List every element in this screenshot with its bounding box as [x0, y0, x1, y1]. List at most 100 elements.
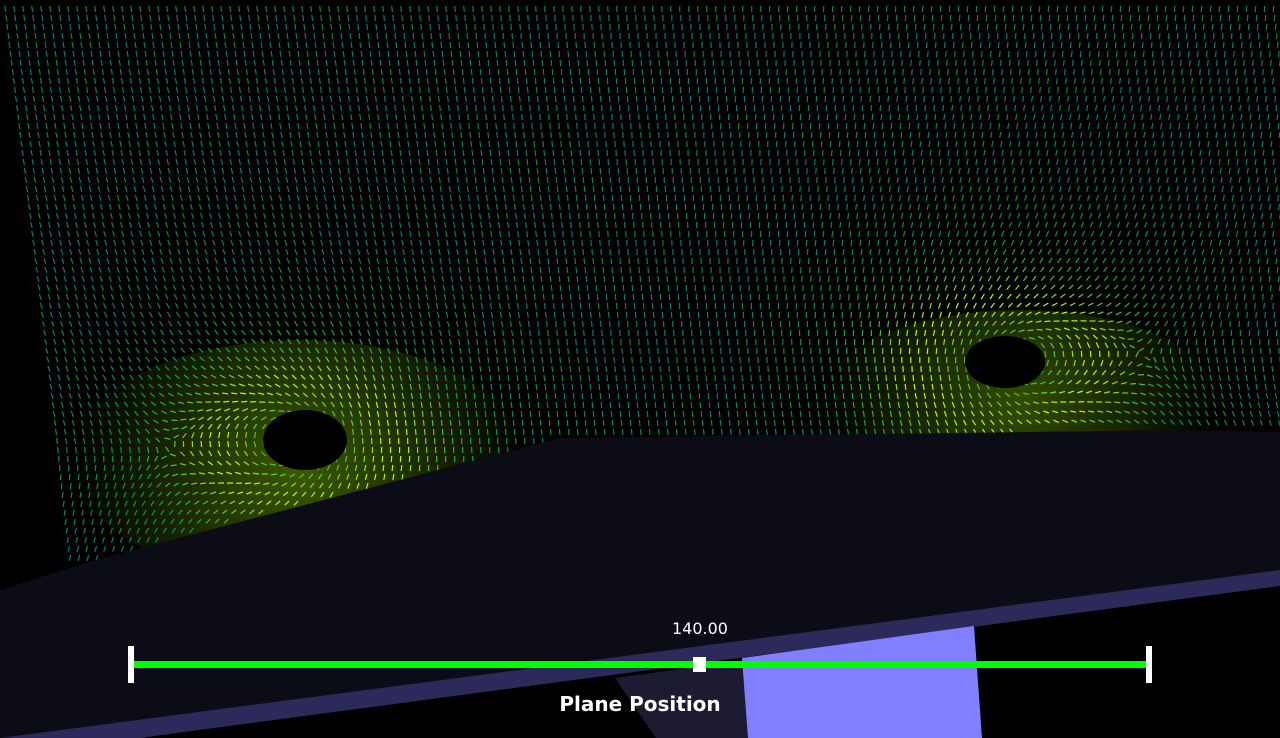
vector-glyph — [520, 185, 523, 193]
vector-glyph — [577, 284, 580, 292]
vector-glyph — [354, 149, 357, 157]
vector-glyph — [553, 311, 556, 319]
vector-glyph — [434, 293, 438, 300]
vector-glyph — [423, 50, 426, 58]
vector-glyph — [1240, 194, 1243, 202]
vector-glyph — [448, 104, 450, 111]
vector-glyph — [231, 248, 235, 255]
vector-glyph — [808, 185, 810, 193]
vector-glyph — [224, 266, 228, 273]
vector-glyph — [473, 239, 476, 247]
vector-glyph — [368, 266, 372, 273]
vector-glyph — [1207, 293, 1210, 300]
vector-glyph — [930, 158, 933, 166]
vector-glyph — [1204, 41, 1207, 49]
vector-glyph — [481, 230, 484, 238]
vector-glyph — [315, 50, 318, 57]
vector-glyph — [1172, 311, 1176, 318]
vector-glyph — [891, 212, 895, 220]
vector-glyph — [232, 32, 235, 39]
vector-glyph — [1013, 95, 1016, 102]
vector-glyph — [544, 158, 547, 166]
vector-glyph — [923, 95, 926, 103]
vector-glyph — [864, 284, 867, 291]
vector-glyph — [996, 32, 999, 40]
vector-glyph — [983, 149, 986, 157]
vector-glyph — [240, 23, 243, 30]
vector-glyph — [210, 77, 213, 85]
vector-glyph — [184, 86, 188, 94]
vector-glyph — [597, 221, 599, 229]
vector-glyph — [213, 176, 217, 183]
vector-glyph — [1154, 230, 1158, 237]
vector-glyph — [235, 131, 238, 139]
vector-glyph — [827, 194, 829, 202]
vector-glyph — [1025, 50, 1028, 58]
vector-glyph — [343, 284, 347, 291]
vector-glyph — [1094, 95, 1097, 102]
vector-glyph — [1171, 302, 1175, 309]
vector-glyph — [192, 302, 197, 309]
vector-glyph — [1182, 77, 1184, 84]
vector-glyph — [107, 41, 110, 49]
vector-glyph — [483, 248, 486, 256]
vector-glyph — [158, 239, 162, 246]
vector-glyph — [475, 104, 477, 112]
vector-glyph — [490, 230, 493, 238]
vector-glyph — [191, 293, 196, 300]
vector-glyph — [476, 41, 479, 49]
vector-glyph — [1181, 311, 1185, 318]
vector-glyph — [1257, 185, 1260, 193]
vector-glyph — [1221, 266, 1225, 273]
vector-glyph — [531, 275, 534, 282]
vector-glyph — [165, 221, 169, 228]
vector-glyph — [169, 104, 172, 112]
vector-glyph — [426, 302, 430, 309]
vector-glyph — [1028, 149, 1031, 157]
vector-glyph — [111, 302, 116, 309]
vector-glyph — [1227, 239, 1231, 246]
vector-glyph — [93, 302, 98, 309]
vector-glyph — [948, 77, 950, 85]
vector-glyph — [163, 284, 168, 291]
vector-glyph — [152, 41, 155, 49]
vector-glyph — [951, 266, 955, 273]
vector-glyph — [939, 158, 942, 166]
vector-glyph — [898, 194, 901, 202]
vector-glyph — [892, 221, 896, 229]
vector-glyph — [1179, 212, 1183, 219]
vector-glyph — [234, 275, 239, 282]
vector-glyph — [937, 221, 941, 228]
vector-glyph — [372, 149, 375, 157]
vector-glyph — [336, 149, 339, 157]
vector-glyph — [1003, 257, 1008, 264]
vector-glyph — [1166, 257, 1170, 264]
vector-glyph — [366, 248, 370, 255]
vector-glyph — [464, 167, 467, 174]
vector-glyph — [1025, 212, 1030, 219]
vector-glyph — [1230, 104, 1233, 111]
vector-glyph — [1227, 311, 1230, 319]
vector-glyph — [1263, 77, 1265, 85]
vector-glyph — [1253, 68, 1255, 76]
vector-glyph — [248, 167, 252, 174]
vector-glyph — [1271, 293, 1273, 301]
vector-glyph — [1201, 14, 1204, 22]
vector-glyph — [108, 203, 112, 210]
vector-glyph — [560, 212, 562, 220]
vector-glyph — [66, 77, 69, 85]
vector-glyph — [387, 122, 390, 129]
vector-glyph — [310, 158, 313, 166]
vector-glyph — [1069, 203, 1074, 210]
vector-glyph — [107, 113, 110, 121]
vector-glyph — [215, 113, 218, 121]
vector-glyph — [925, 275, 929, 282]
vector-glyph — [155, 68, 158, 76]
vector-glyph — [188, 113, 191, 121]
vector-glyph — [75, 302, 80, 309]
vector-glyph — [554, 95, 557, 103]
vector-glyph — [404, 194, 408, 202]
vector-glyph — [1220, 23, 1223, 31]
vector-glyph — [470, 68, 473, 76]
